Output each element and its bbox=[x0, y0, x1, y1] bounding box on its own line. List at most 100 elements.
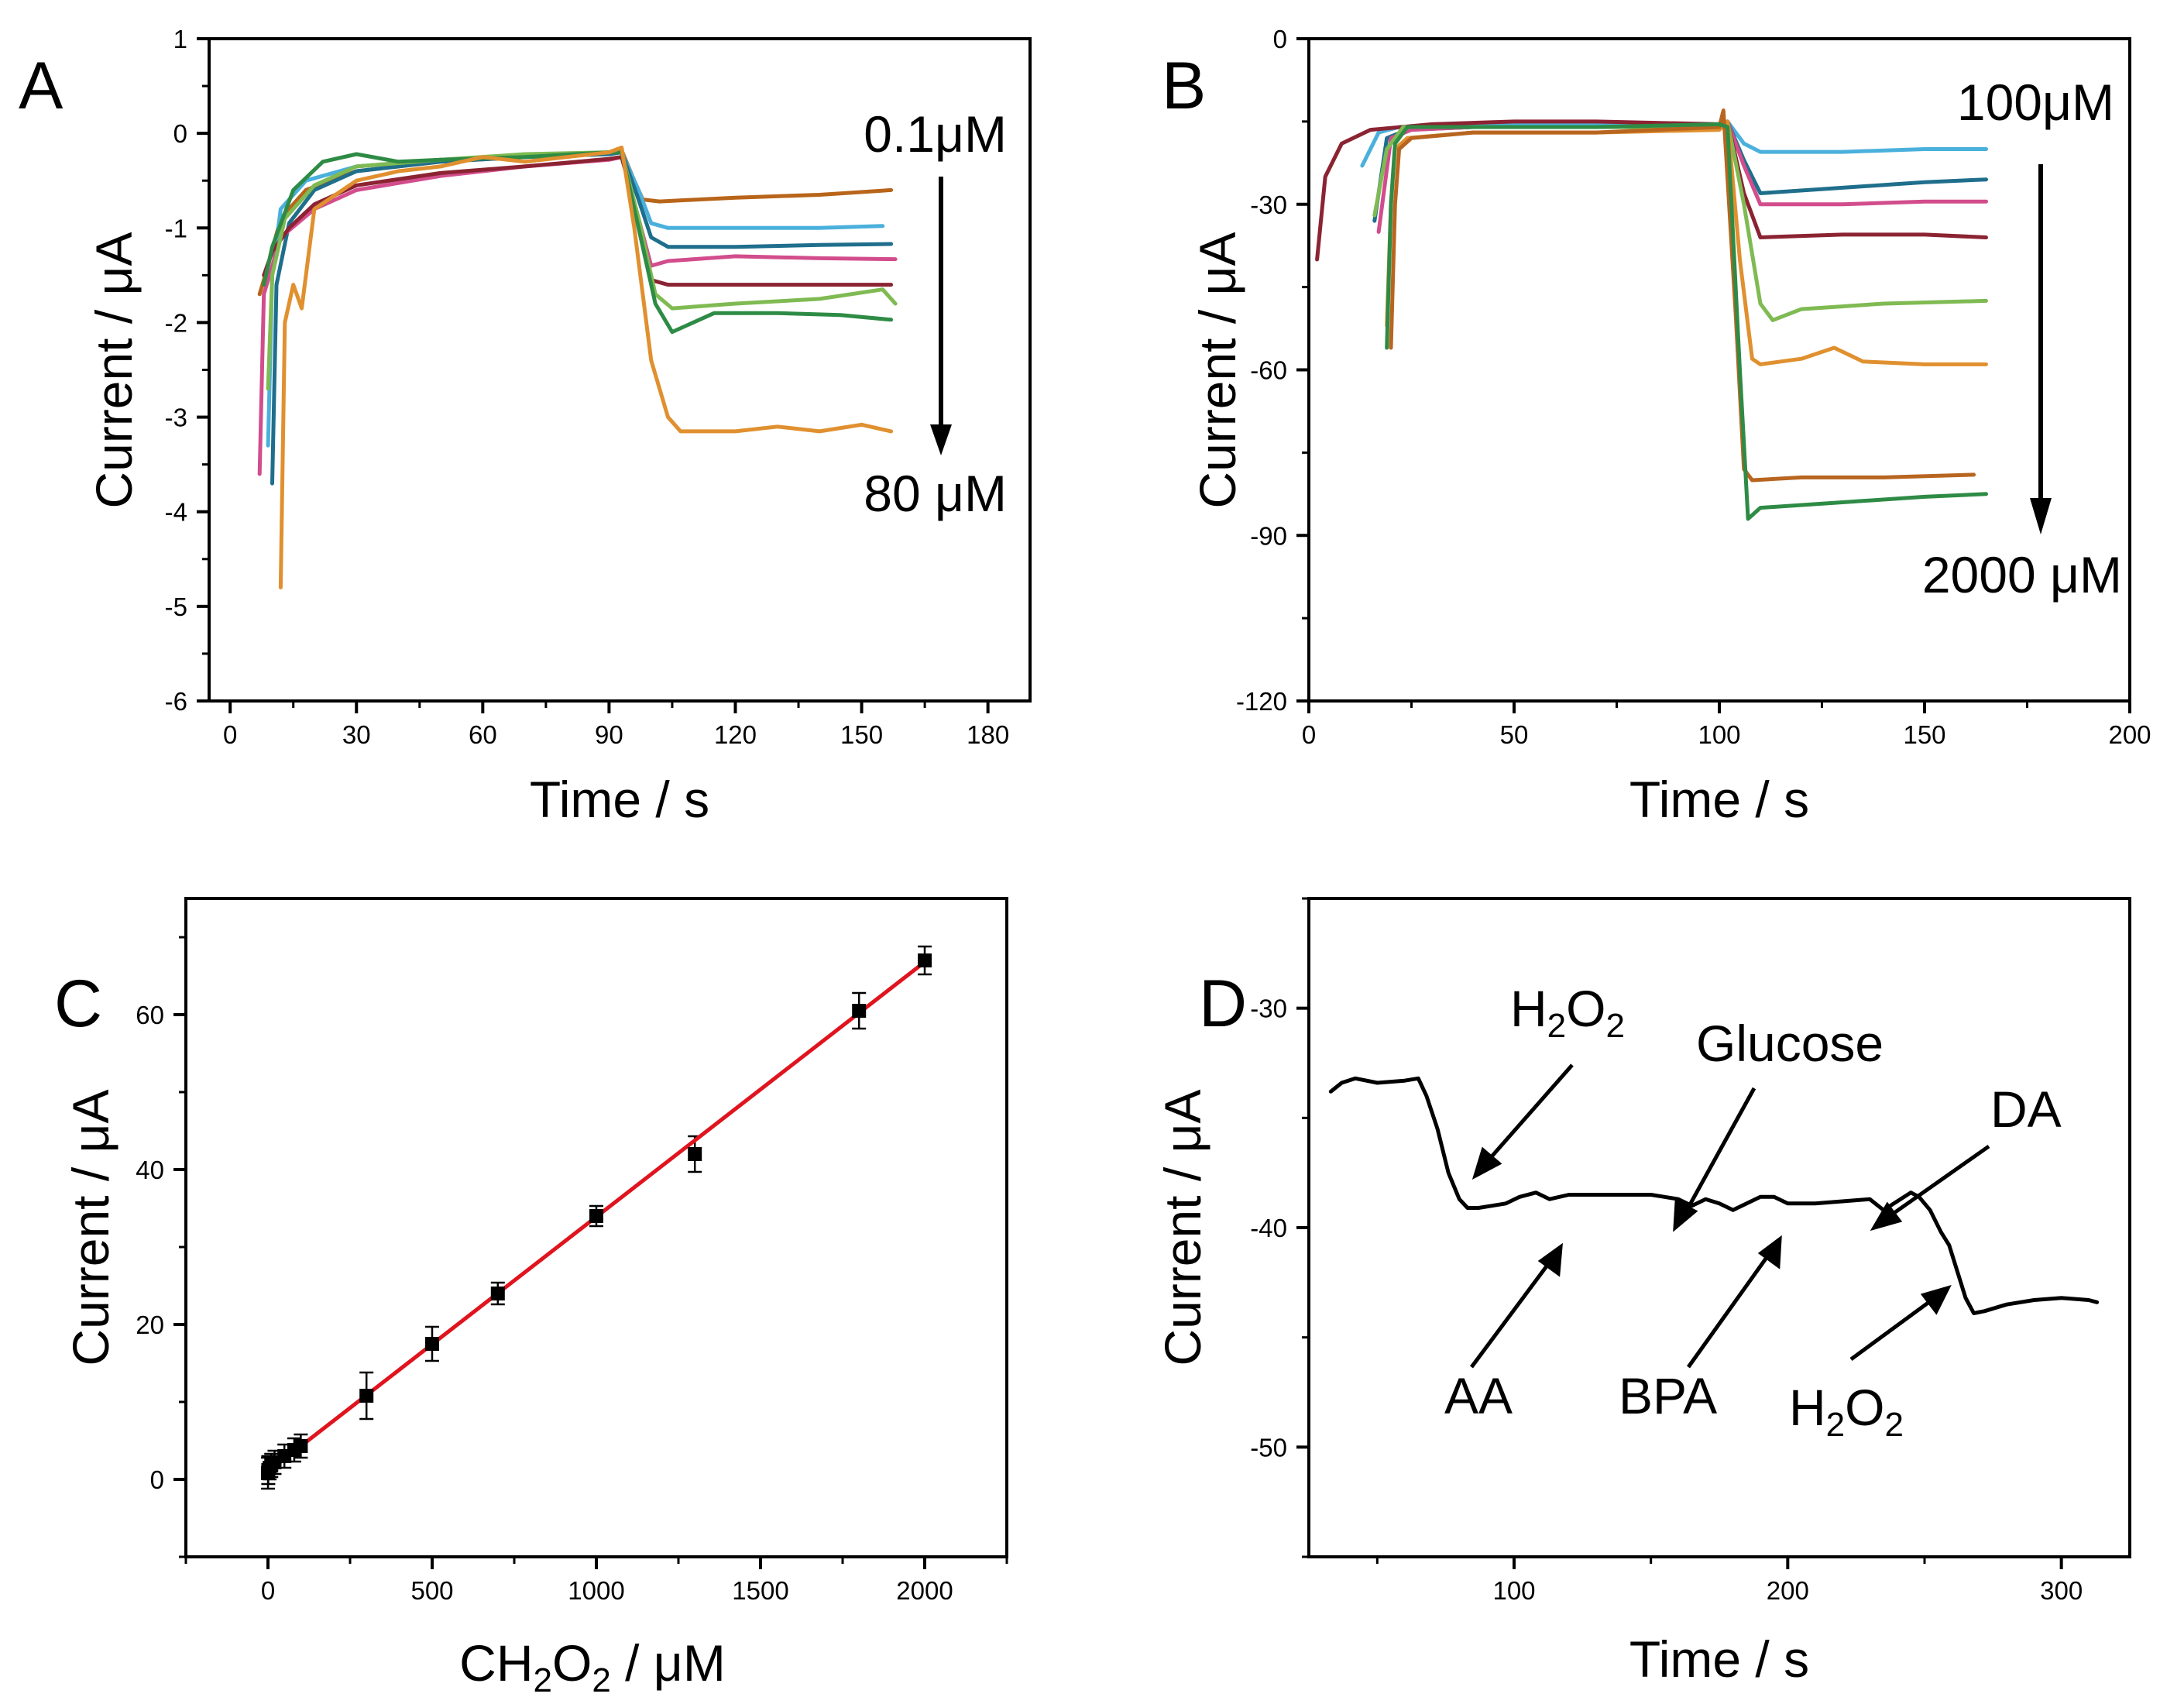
panel-c-frame bbox=[184, 897, 1008, 1558]
panel-d-series-line bbox=[1328, 1076, 2100, 1315]
panel-label-a: A bbox=[19, 49, 64, 123]
panel-b-ylabel: Current / μA bbox=[1189, 232, 1246, 508]
panel-d-xtick-label: 200 bbox=[1767, 1576, 1809, 1605]
panel-d-arrow-aa bbox=[1469, 1259, 1553, 1369]
panel-c-xlabel: CH2O2 / μM bbox=[459, 1634, 726, 1699]
panel-b-series-line bbox=[1389, 108, 1976, 483]
panel-d-arrowhead-h2o2-second bbox=[1920, 1285, 1952, 1315]
panel-a-xtick-label: 150 bbox=[840, 720, 883, 749]
panel-b-xlabel: Time / s bbox=[1629, 771, 1809, 828]
panel-c-ytick-label: 0 bbox=[150, 1465, 164, 1494]
panel-d-arrowhead-glucose bbox=[1673, 1198, 1698, 1232]
panel-c-data-point bbox=[294, 1439, 308, 1453]
panel-b-annotation-top: 100μM bbox=[1957, 74, 2114, 131]
panel-b-xtick-label: 200 bbox=[2108, 720, 2151, 749]
panel-d-annotation-da: DA bbox=[1990, 1080, 2062, 1138]
panel-c-series bbox=[261, 945, 932, 1490]
panel-d-arrowhead-da bbox=[1870, 1201, 1903, 1232]
panel-b-ytick-label: -120 bbox=[1236, 687, 1287, 716]
panel-a-xtick-label: 30 bbox=[342, 720, 371, 749]
panel-a-axes: 0 30 60 90 120 150 180 1 0 -1 -2 -3 -4 -5 -6 bbox=[165, 25, 1010, 749]
panel-d-frame bbox=[1307, 897, 2131, 1558]
panel-b-xtick-label: 0 bbox=[1302, 720, 1316, 749]
panel-a-xtick-label: 120 bbox=[714, 720, 757, 749]
panel-a-annotation-bottom: 80 μM bbox=[864, 465, 1007, 522]
panel-c-xtick-label: 500 bbox=[410, 1576, 453, 1605]
panel-b-series-line bbox=[1315, 119, 1988, 262]
panel-d-arrow-da bbox=[1888, 1144, 1990, 1218]
panel-label-c: C bbox=[54, 967, 102, 1041]
panel-d-axes: 100 200 300 -30 -40 -50 bbox=[1250, 897, 2083, 1605]
panel-c-xtick-label: 1000 bbox=[568, 1576, 624, 1605]
panel-d-ylabel: Current / μA bbox=[1154, 1089, 1211, 1366]
panel-a-ytick-label: 1 bbox=[173, 25, 187, 53]
panel-d-annotation-h2o2-second: H2O2 bbox=[1789, 1379, 1904, 1444]
panel-a-series-line bbox=[270, 150, 894, 486]
panel-a-series bbox=[257, 146, 898, 589]
panel-c-data-point bbox=[359, 1389, 374, 1403]
panel-b-xtick-label: 50 bbox=[1500, 720, 1529, 749]
panel-a-ytick-label: -5 bbox=[165, 593, 187, 621]
panel-a-ytick-label: -3 bbox=[165, 404, 187, 432]
panel-d-arrow-glucose bbox=[1682, 1087, 1756, 1216]
panel-a: A 0 30 60 90 120 150 180 1 0 -1 -2 -3 -4 -5 -6 Time / … bbox=[19, 25, 1032, 828]
panel-b-ytick-label: 0 bbox=[1273, 25, 1287, 53]
panel-c-ytick-label: 60 bbox=[136, 1001, 164, 1029]
panel-b-series bbox=[1315, 108, 1988, 521]
panel-a-ytick-label: -1 bbox=[165, 214, 187, 242]
panel-label-d: D bbox=[1199, 967, 1247, 1041]
panel-d-annotation-h2o2-first: H2O2 bbox=[1510, 980, 1625, 1045]
panel-c-ytick-label: 20 bbox=[136, 1311, 164, 1339]
panel-b-series-line bbox=[1376, 119, 1988, 234]
panel-d-arrow-bpa bbox=[1686, 1252, 1772, 1369]
panel-d-arrow-h2o2-second bbox=[1849, 1297, 1934, 1362]
panel-c-data-point bbox=[688, 1147, 702, 1161]
panel-b-xtick-label: 100 bbox=[1698, 720, 1740, 749]
panel-c-ylabel: Current / μA bbox=[62, 1089, 119, 1366]
panel-c: C 0 500 1000 1500 2000 0 20 40 60 CH2O2 / μM Cur… bbox=[54, 897, 1008, 1699]
panel-d: D 100 200 300 -30 -40 -50 Time / s Current / … bbox=[1154, 897, 2131, 1688]
panel-b-ytick-label: -90 bbox=[1250, 521, 1287, 550]
panel-d-arrowhead-bpa bbox=[1757, 1235, 1782, 1269]
panel-a-ytick-label: -6 bbox=[165, 687, 187, 716]
panel-d-arrows bbox=[1469, 1063, 1990, 1369]
panel-a-ylabel: Current / μA bbox=[85, 232, 143, 508]
panel-c-xtick-label: 2000 bbox=[896, 1576, 953, 1605]
panel-b-axes: 0 50 100 150 200 0 -30 -60 -90 -120 bbox=[1236, 25, 2151, 749]
panel-d-arrow-h2o2-first bbox=[1485, 1063, 1574, 1163]
panel-b-series-line bbox=[1372, 119, 1988, 223]
panel-b-arrow-head bbox=[2030, 498, 2052, 534]
panel-c-data-point bbox=[425, 1337, 439, 1351]
panel-a-xtick-label: 90 bbox=[595, 720, 623, 749]
panel-a-ytick-label: -2 bbox=[165, 308, 187, 337]
panel-c-data-point bbox=[852, 1004, 867, 1018]
panel-b-series-line bbox=[1385, 119, 1988, 366]
panel-label-b: B bbox=[1162, 49, 1206, 123]
panel-a-series-line bbox=[262, 155, 894, 287]
panel-a-ytick-label: -4 bbox=[165, 498, 187, 527]
panel-d-annotation-glucose: Glucose bbox=[1696, 1015, 1884, 1072]
panel-c-xtick-label: 0 bbox=[261, 1576, 275, 1605]
panel-d-ytick-label: -30 bbox=[1250, 995, 1287, 1023]
panel-d-annotation-bpa: BPA bbox=[1619, 1367, 1717, 1424]
panel-c-ytick-label: 40 bbox=[136, 1156, 164, 1184]
panel-c-data-point bbox=[589, 1209, 603, 1223]
panel-b: B 0 50 100 150 200 0 -30 -60 -90 -120 Time / s Cu… bbox=[1162, 25, 2151, 828]
panel-a-xlabel: Time / s bbox=[530, 771, 709, 828]
panel-c-xtick-label: 1500 bbox=[732, 1576, 788, 1605]
panel-a-xtick-label: 0 bbox=[223, 720, 237, 749]
panel-d-arrowhead-aa bbox=[1537, 1242, 1563, 1277]
panel-d-arrowhead-h2o2-first bbox=[1471, 1146, 1502, 1180]
panel-b-series-line bbox=[1385, 122, 1988, 521]
panel-b-xtick-label: 150 bbox=[1903, 720, 1945, 749]
panel-d-annotation-aa: AA bbox=[1444, 1367, 1513, 1424]
panel-b-ytick-label: -30 bbox=[1250, 191, 1287, 219]
panel-d-xtick-label: 300 bbox=[2040, 1576, 2083, 1605]
panel-c-data-point bbox=[918, 953, 932, 967]
panel-b-ytick-label: -60 bbox=[1250, 356, 1287, 385]
panel-c-axes: 0 500 1000 1500 2000 0 20 40 60 bbox=[136, 936, 1008, 1605]
panel-a-xtick-label: 60 bbox=[469, 720, 497, 749]
panel-d-xtick-label: 100 bbox=[1492, 1576, 1535, 1605]
panel-a-ytick-label: 0 bbox=[173, 119, 187, 148]
